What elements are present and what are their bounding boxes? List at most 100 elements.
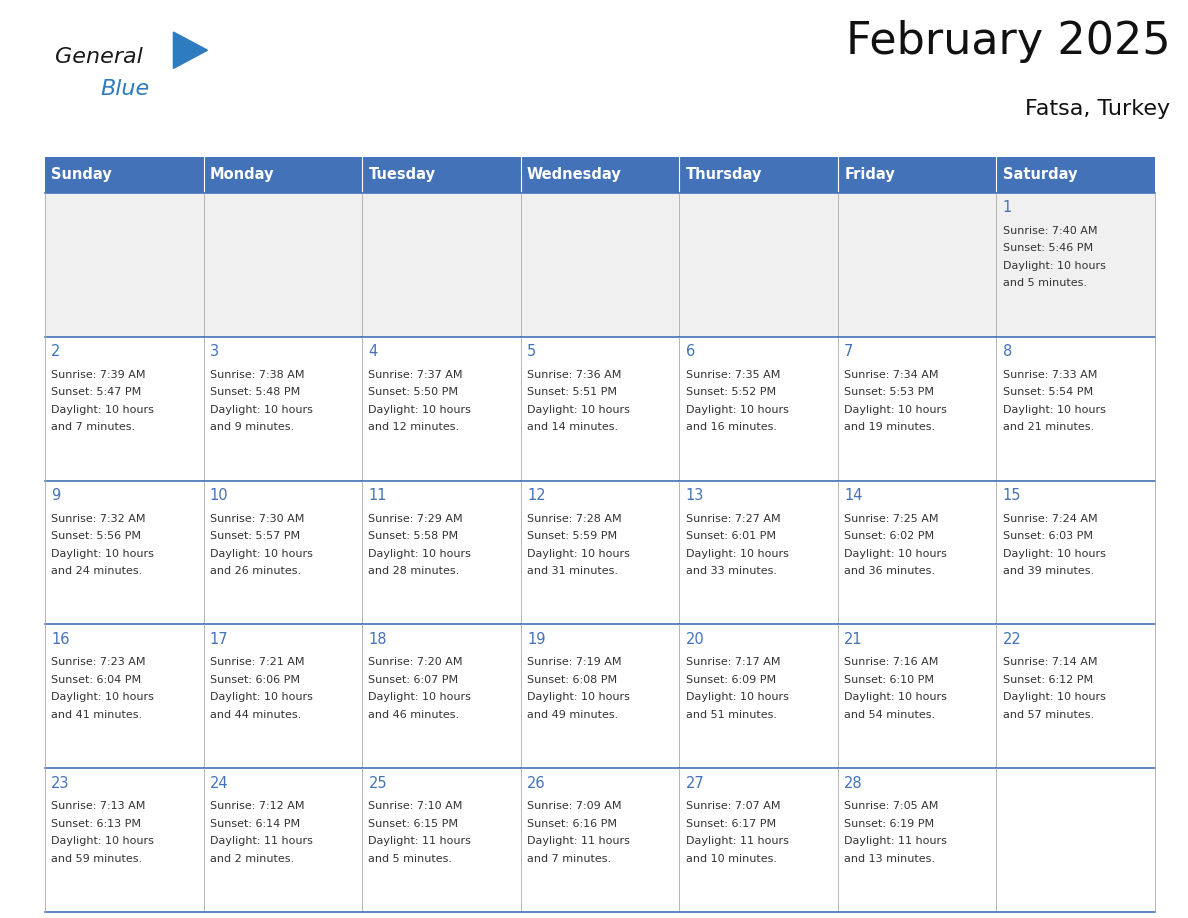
Text: Fatsa, Turkey: Fatsa, Turkey [1025, 99, 1170, 119]
Text: 6: 6 [685, 344, 695, 359]
Text: Daylight: 11 hours: Daylight: 11 hours [368, 836, 472, 846]
Text: and 7 minutes.: and 7 minutes. [51, 422, 135, 432]
Text: Sunrise: 7:32 AM: Sunrise: 7:32 AM [51, 514, 146, 523]
Text: Daylight: 10 hours: Daylight: 10 hours [51, 549, 154, 558]
Text: Sunset: 6:09 PM: Sunset: 6:09 PM [685, 675, 776, 685]
Text: Sunset: 6:10 PM: Sunset: 6:10 PM [845, 675, 934, 685]
Text: 11: 11 [368, 488, 387, 503]
Text: Sunrise: 7:35 AM: Sunrise: 7:35 AM [685, 370, 781, 380]
Text: Sunset: 6:14 PM: Sunset: 6:14 PM [210, 819, 301, 829]
Text: Daylight: 10 hours: Daylight: 10 hours [527, 405, 630, 415]
Text: 18: 18 [368, 632, 387, 647]
Text: Sunset: 6:07 PM: Sunset: 6:07 PM [368, 675, 459, 685]
Text: 8: 8 [1003, 344, 1012, 359]
Text: Sunset: 6:15 PM: Sunset: 6:15 PM [368, 819, 459, 829]
Text: Saturday: Saturday [1003, 167, 1078, 183]
Text: 9: 9 [51, 488, 61, 503]
Text: Daylight: 10 hours: Daylight: 10 hours [527, 549, 630, 558]
Text: Daylight: 10 hours: Daylight: 10 hours [685, 405, 789, 415]
Text: Blue: Blue [101, 79, 150, 98]
Text: Daylight: 10 hours: Daylight: 10 hours [368, 405, 472, 415]
Text: and 5 minutes.: and 5 minutes. [1003, 278, 1087, 288]
Text: Sunset: 5:46 PM: Sunset: 5:46 PM [1003, 243, 1093, 253]
Text: Daylight: 10 hours: Daylight: 10 hours [51, 405, 154, 415]
Text: Daylight: 10 hours: Daylight: 10 hours [845, 549, 947, 558]
Text: Sunset: 6:06 PM: Sunset: 6:06 PM [210, 675, 299, 685]
Text: Sunset: 6:13 PM: Sunset: 6:13 PM [51, 819, 141, 829]
Text: and 44 minutes.: and 44 minutes. [210, 710, 302, 720]
Text: 15: 15 [1003, 488, 1022, 503]
Text: Daylight: 11 hours: Daylight: 11 hours [527, 836, 630, 846]
Text: and 39 minutes.: and 39 minutes. [1003, 566, 1094, 576]
Polygon shape [173, 32, 208, 69]
Text: and 24 minutes.: and 24 minutes. [51, 566, 143, 576]
Text: 14: 14 [845, 488, 862, 503]
Text: and 9 minutes.: and 9 minutes. [210, 422, 295, 432]
Text: Sunset: 6:08 PM: Sunset: 6:08 PM [527, 675, 618, 685]
Text: Sunset: 5:52 PM: Sunset: 5:52 PM [685, 387, 776, 397]
Text: Sunset: 6:16 PM: Sunset: 6:16 PM [527, 819, 617, 829]
Text: 4: 4 [368, 344, 378, 359]
Text: Daylight: 10 hours: Daylight: 10 hours [210, 692, 312, 702]
Text: Thursday: Thursday [685, 167, 762, 183]
Text: Daylight: 10 hours: Daylight: 10 hours [210, 405, 312, 415]
Text: Daylight: 10 hours: Daylight: 10 hours [527, 692, 630, 702]
Text: Sunset: 6:12 PM: Sunset: 6:12 PM [1003, 675, 1093, 685]
Text: Sunset: 6:04 PM: Sunset: 6:04 PM [51, 675, 141, 685]
Text: and 26 minutes.: and 26 minutes. [210, 566, 301, 576]
Text: 1: 1 [1003, 200, 1012, 216]
Text: Sunset: 6:17 PM: Sunset: 6:17 PM [685, 819, 776, 829]
Text: Sunrise: 7:28 AM: Sunrise: 7:28 AM [527, 514, 621, 523]
Text: and 51 minutes.: and 51 minutes. [685, 710, 777, 720]
Text: Friday: Friday [845, 167, 895, 183]
Text: and 12 minutes.: and 12 minutes. [368, 422, 460, 432]
Text: Sunrise: 7:40 AM: Sunrise: 7:40 AM [1003, 226, 1098, 236]
Text: Sunrise: 7:27 AM: Sunrise: 7:27 AM [685, 514, 781, 523]
Text: Sunrise: 7:29 AM: Sunrise: 7:29 AM [368, 514, 463, 523]
Text: and 31 minutes.: and 31 minutes. [527, 566, 618, 576]
Text: Sunrise: 7:17 AM: Sunrise: 7:17 AM [685, 657, 781, 667]
Text: and 7 minutes.: and 7 minutes. [527, 854, 611, 864]
Text: 26: 26 [527, 776, 545, 790]
Text: Sunset: 5:48 PM: Sunset: 5:48 PM [210, 387, 301, 397]
Text: 17: 17 [210, 632, 228, 647]
Text: Sunset: 6:03 PM: Sunset: 6:03 PM [1003, 532, 1093, 541]
Text: Sunrise: 7:14 AM: Sunrise: 7:14 AM [1003, 657, 1098, 667]
Text: Sunset: 6:19 PM: Sunset: 6:19 PM [845, 819, 934, 829]
Text: Sunset: 5:50 PM: Sunset: 5:50 PM [368, 387, 459, 397]
Text: Sunset: 6:02 PM: Sunset: 6:02 PM [845, 532, 934, 541]
Text: and 49 minutes.: and 49 minutes. [527, 710, 618, 720]
Text: and 13 minutes.: and 13 minutes. [845, 854, 935, 864]
Text: and 28 minutes.: and 28 minutes. [368, 566, 460, 576]
Text: and 54 minutes.: and 54 minutes. [845, 710, 935, 720]
Text: Sunset: 5:59 PM: Sunset: 5:59 PM [527, 532, 618, 541]
Text: and 33 minutes.: and 33 minutes. [685, 566, 777, 576]
Text: Daylight: 11 hours: Daylight: 11 hours [210, 836, 312, 846]
Text: Daylight: 10 hours: Daylight: 10 hours [210, 549, 312, 558]
Text: Tuesday: Tuesday [368, 167, 436, 183]
Text: and 14 minutes.: and 14 minutes. [527, 422, 618, 432]
Text: Sunrise: 7:39 AM: Sunrise: 7:39 AM [51, 370, 146, 380]
Text: Sunrise: 7:09 AM: Sunrise: 7:09 AM [527, 801, 621, 812]
Text: and 19 minutes.: and 19 minutes. [845, 422, 935, 432]
Text: 3: 3 [210, 344, 219, 359]
Text: Sunrise: 7:21 AM: Sunrise: 7:21 AM [210, 657, 304, 667]
Text: 16: 16 [51, 632, 70, 647]
Text: 24: 24 [210, 776, 228, 790]
Text: Sunrise: 7:12 AM: Sunrise: 7:12 AM [210, 801, 304, 812]
Text: 2: 2 [51, 344, 61, 359]
Text: Daylight: 10 hours: Daylight: 10 hours [1003, 261, 1106, 271]
Text: Sunrise: 7:19 AM: Sunrise: 7:19 AM [527, 657, 621, 667]
Text: Daylight: 10 hours: Daylight: 10 hours [1003, 692, 1106, 702]
Text: 19: 19 [527, 632, 545, 647]
Text: 27: 27 [685, 776, 704, 790]
Text: and 5 minutes.: and 5 minutes. [368, 854, 453, 864]
Text: Sunrise: 7:30 AM: Sunrise: 7:30 AM [210, 514, 304, 523]
Text: General: General [55, 47, 143, 67]
Text: Daylight: 11 hours: Daylight: 11 hours [845, 836, 947, 846]
Text: Sunset: 5:47 PM: Sunset: 5:47 PM [51, 387, 141, 397]
Text: 28: 28 [845, 776, 862, 790]
Text: and 41 minutes.: and 41 minutes. [51, 710, 143, 720]
Text: 13: 13 [685, 488, 704, 503]
Text: Sunset: 5:51 PM: Sunset: 5:51 PM [527, 387, 617, 397]
